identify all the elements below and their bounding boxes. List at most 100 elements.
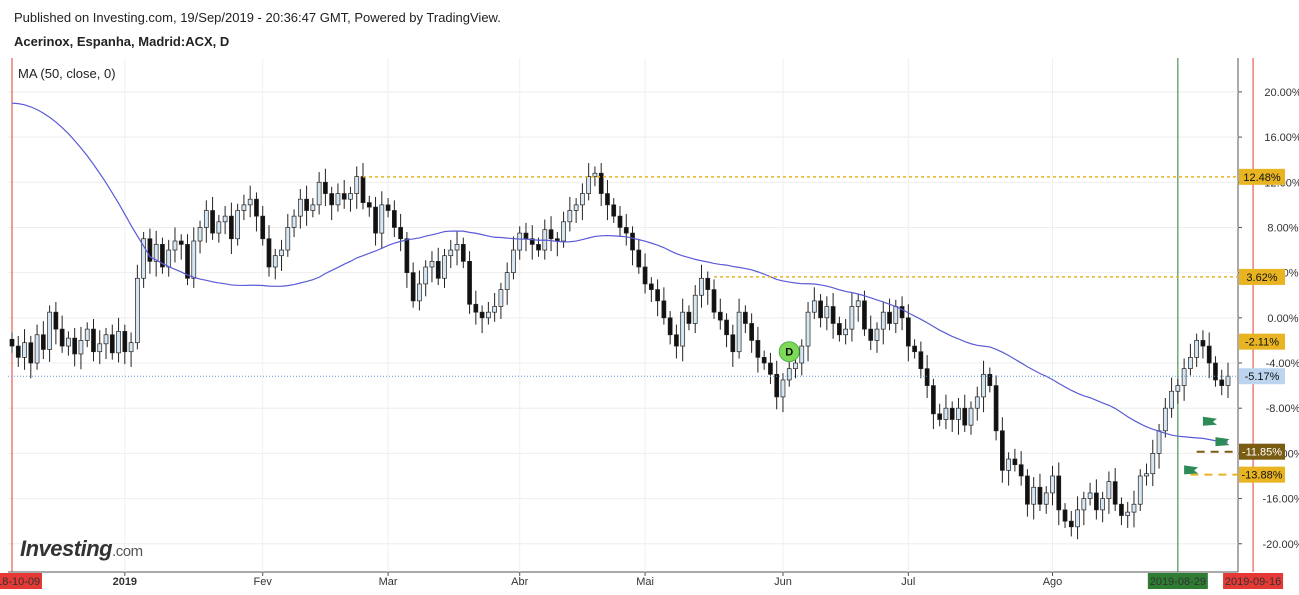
candle-body xyxy=(1194,340,1200,358)
candle-body xyxy=(34,334,40,364)
candle-body xyxy=(573,204,579,211)
y-tick-label: 8.00% xyxy=(1267,222,1298,234)
candle-body xyxy=(899,306,905,319)
candle-body xyxy=(241,204,247,211)
candle-body xyxy=(1112,481,1118,505)
candle-body xyxy=(818,300,823,319)
candle-body xyxy=(768,362,773,375)
candle-body xyxy=(811,300,817,313)
candle-body xyxy=(66,337,71,347)
candle-body xyxy=(266,238,272,268)
candle-body xyxy=(247,198,253,206)
candle-body xyxy=(692,294,698,324)
candle-body xyxy=(304,198,309,211)
candle-body xyxy=(918,351,924,370)
level-badge xyxy=(1239,168,1285,185)
candle-body xyxy=(761,357,767,364)
date-marker-label: 2019-09-16 xyxy=(1225,576,1281,588)
candle-body xyxy=(460,244,466,262)
candle-body xyxy=(84,328,90,341)
candle-body xyxy=(730,334,736,353)
candle-body xyxy=(981,373,986,398)
candle-body xyxy=(724,319,729,336)
candle-body xyxy=(166,249,172,268)
candle-body xyxy=(1018,464,1024,477)
x-tick-label: Jun xyxy=(774,576,792,588)
candle-body xyxy=(335,193,341,206)
candle-body xyxy=(511,249,516,273)
x-tick-label: Abr xyxy=(511,576,528,588)
candle-body xyxy=(316,181,322,206)
x-tick-label: Fev xyxy=(254,576,273,588)
candle-body xyxy=(15,345,21,358)
candle-body xyxy=(674,334,679,347)
candle-body xyxy=(122,331,128,353)
candle-body xyxy=(711,289,717,313)
investing-logo: Investing.com xyxy=(20,536,143,561)
candle-body xyxy=(1181,368,1187,386)
candle-body xyxy=(291,215,297,228)
candle-body xyxy=(799,345,805,364)
candle-body xyxy=(786,368,792,381)
level-label: -2.11% xyxy=(1245,337,1279,349)
candle-body xyxy=(1081,498,1087,511)
candle-body xyxy=(9,338,15,347)
candle-body xyxy=(1031,486,1037,505)
candle-body xyxy=(667,317,673,336)
date-marker-label: 2019-08-29 xyxy=(1150,576,1206,588)
dividend-marker xyxy=(778,341,800,363)
candle-body xyxy=(755,340,761,358)
date-marker-label: 2018-10-09 xyxy=(0,576,40,588)
candle-body xyxy=(1200,340,1206,347)
candle-body xyxy=(22,342,27,358)
candle-body xyxy=(598,172,604,194)
candle-body xyxy=(630,232,635,251)
published-line: Published on Investing.com, 19/Sep/2019 … xyxy=(14,10,501,25)
candle-body xyxy=(893,306,899,324)
candle-body xyxy=(580,193,585,206)
candle-body xyxy=(128,342,134,353)
flag-marker xyxy=(1202,416,1217,426)
candle-body xyxy=(636,249,642,268)
level-badge xyxy=(1239,466,1285,483)
date-marker-badge xyxy=(1147,573,1208,589)
y-tick-label: -4.00% xyxy=(1266,358,1299,370)
candle-body xyxy=(72,337,78,355)
level-badge xyxy=(1239,268,1285,285)
candle-body xyxy=(379,204,385,234)
candle-body xyxy=(655,289,660,302)
candle-body xyxy=(830,306,836,324)
candle-body xyxy=(91,328,96,353)
candle-body xyxy=(1156,430,1162,454)
candle-body xyxy=(937,413,943,420)
candle-body xyxy=(442,255,447,279)
y-tick-label: 20.00% xyxy=(1264,87,1299,99)
candle-body xyxy=(1106,481,1112,499)
candle-body xyxy=(949,407,955,420)
candle-body xyxy=(517,232,523,251)
level-badge xyxy=(1239,443,1285,460)
candle-body xyxy=(1056,475,1062,511)
candle-body xyxy=(492,306,497,313)
candle-body xyxy=(398,227,403,240)
candle-body xyxy=(1037,486,1043,505)
candle-body xyxy=(617,215,623,228)
candle-body xyxy=(962,407,968,426)
candle-body xyxy=(279,249,284,257)
level-badge xyxy=(1239,333,1285,350)
y-tick-label: 0.00% xyxy=(1267,313,1298,325)
candle-body xyxy=(285,227,291,251)
ma50-line xyxy=(11,102,1229,443)
candle-body xyxy=(623,227,629,234)
candle-body xyxy=(974,396,980,409)
indicator-label[interactable]: MA (50, close, 0) xyxy=(18,66,116,81)
level-badge xyxy=(1239,368,1285,385)
candle-body xyxy=(272,255,278,268)
candle-body xyxy=(323,181,328,194)
candle-body xyxy=(749,323,754,341)
candle-body xyxy=(348,193,353,200)
candle-body xyxy=(536,244,541,251)
candle-body xyxy=(931,385,936,415)
candle-body xyxy=(329,193,335,206)
